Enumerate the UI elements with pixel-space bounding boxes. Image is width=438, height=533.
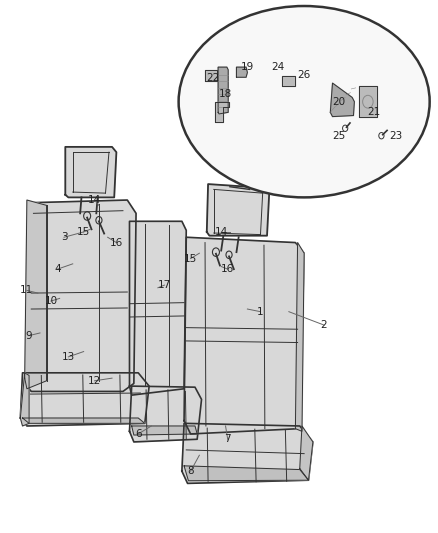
Text: 6: 6 — [135, 429, 141, 439]
Text: 26: 26 — [297, 70, 311, 80]
Polygon shape — [65, 147, 117, 197]
Polygon shape — [207, 184, 269, 236]
Polygon shape — [182, 423, 313, 483]
Text: 13: 13 — [62, 352, 75, 362]
Polygon shape — [184, 466, 308, 481]
Polygon shape — [205, 70, 217, 82]
Text: 15: 15 — [184, 254, 197, 263]
Text: 14: 14 — [215, 227, 228, 237]
Text: 15: 15 — [77, 227, 90, 237]
Text: 24: 24 — [271, 62, 285, 72]
Text: 18: 18 — [219, 88, 232, 99]
Text: 2: 2 — [321, 320, 327, 330]
Polygon shape — [295, 243, 304, 431]
Text: 23: 23 — [389, 131, 403, 141]
Polygon shape — [215, 102, 229, 122]
Polygon shape — [25, 200, 46, 389]
Ellipse shape — [179, 6, 430, 197]
Polygon shape — [218, 67, 228, 114]
Text: 1: 1 — [257, 306, 264, 317]
Polygon shape — [184, 237, 304, 434]
Text: 10: 10 — [44, 296, 57, 306]
Polygon shape — [130, 386, 201, 442]
Polygon shape — [25, 200, 136, 391]
Text: 25: 25 — [332, 131, 346, 141]
Text: 16: 16 — [221, 264, 234, 274]
Polygon shape — [300, 426, 313, 480]
Polygon shape — [359, 86, 377, 117]
Polygon shape — [237, 67, 247, 77]
Polygon shape — [22, 418, 145, 423]
Text: 20: 20 — [332, 96, 346, 107]
Text: 16: 16 — [110, 238, 123, 247]
Text: 17: 17 — [158, 280, 171, 290]
Text: 22: 22 — [206, 73, 219, 83]
Text: 11: 11 — [20, 286, 34, 295]
Text: 8: 8 — [187, 466, 194, 476]
Text: 19: 19 — [241, 62, 254, 72]
Polygon shape — [20, 373, 149, 426]
Polygon shape — [130, 221, 186, 395]
Text: 21: 21 — [367, 107, 381, 117]
Polygon shape — [20, 373, 29, 426]
Polygon shape — [283, 76, 295, 86]
Text: 9: 9 — [26, 330, 32, 341]
Polygon shape — [330, 83, 354, 117]
Text: 12: 12 — [88, 376, 101, 386]
Polygon shape — [132, 426, 197, 435]
Text: 7: 7 — [224, 434, 231, 445]
Text: 4: 4 — [54, 264, 61, 274]
Text: 14: 14 — [88, 195, 101, 205]
Text: 3: 3 — [61, 232, 67, 243]
